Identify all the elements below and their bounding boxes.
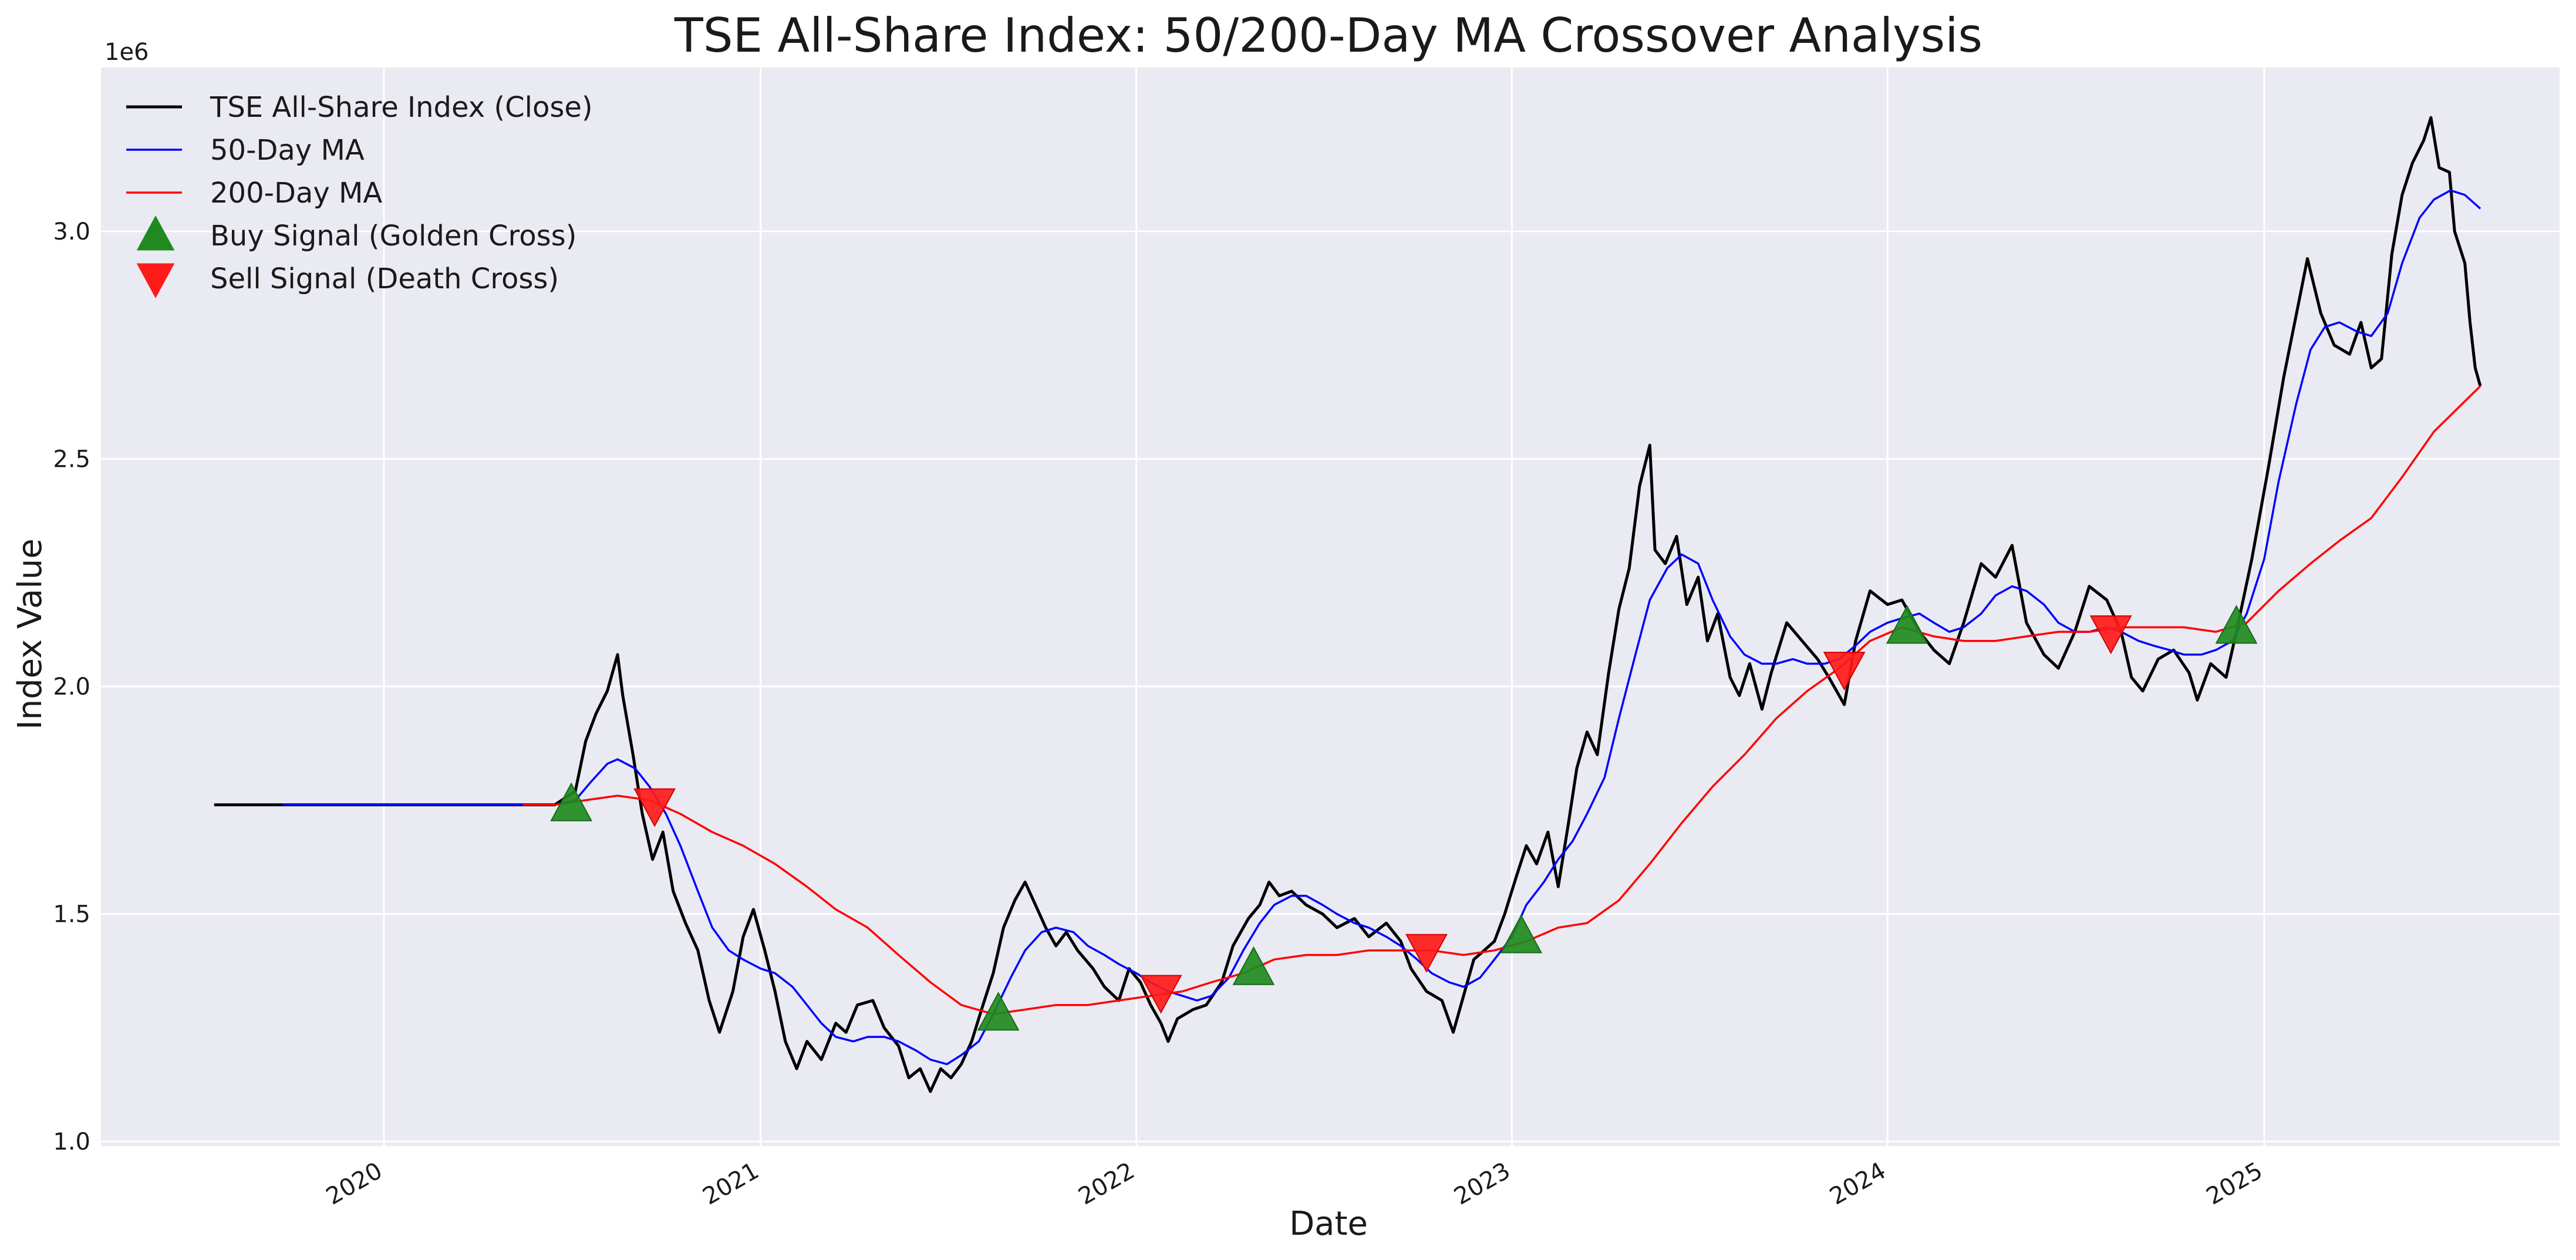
legend-label: Buy Signal (Golden Cross) <box>210 220 576 252</box>
sell-signal-marker <box>1405 934 1448 973</box>
ma200-line <box>522 385 2481 1015</box>
buy-signal-marker <box>1232 946 1275 985</box>
vertical-gridlines <box>383 68 2265 1146</box>
sell-signal-marker <box>1823 652 1866 691</box>
legend-swatch <box>136 263 175 298</box>
legend-label: Sell Signal (Death Cross) <box>210 262 559 295</box>
y-tick-label: 2.5 <box>53 446 90 473</box>
close-price-line <box>214 116 2482 1093</box>
y-offset-label: 1e6 <box>104 39 149 66</box>
legend: TSE All-Share Index (Close) 50-Day MA 200-… <box>126 91 593 298</box>
legend-swatch <box>136 215 175 251</box>
buy-signal-marker <box>550 782 592 821</box>
y-tick-label: 2.0 <box>53 673 90 700</box>
y-axis-label: Index Value <box>11 538 49 730</box>
x-tick-label: 2025 <box>2202 1157 2267 1211</box>
x-tick-label: 2022 <box>1074 1157 1139 1211</box>
signal-markers <box>550 605 2258 1031</box>
y-tick-label: 3.0 <box>53 218 90 245</box>
x-tick-labels: 2020 2021 2022 2023 2024 2025 <box>322 1157 2267 1211</box>
sell-signal-marker <box>633 788 676 827</box>
y-tick-label: 1.0 <box>53 1128 90 1155</box>
x-tick-label: 2023 <box>1449 1157 1515 1211</box>
y-tick-label: 1.5 <box>53 901 90 928</box>
legend-label: 50-Day MA <box>210 134 365 167</box>
x-tick-label: 2020 <box>322 1157 387 1211</box>
x-tick-label: 2021 <box>699 1157 764 1211</box>
buy-signal-marker <box>1886 605 1928 644</box>
buy-signal-marker <box>2215 605 2258 644</box>
chart-title: TSE All-Share Index: 50/200-Day MA Cross… <box>674 8 1982 63</box>
buy-signal-marker <box>1500 914 1543 954</box>
buy-signal-marker <box>977 992 1020 1031</box>
sell-signal-marker <box>2089 615 2132 655</box>
plot-area <box>101 68 2560 1146</box>
legend-label: 200-Day MA <box>210 177 382 210</box>
sell-signal-marker <box>1139 975 1182 1014</box>
y-tick-labels: 1.0 1.5 2.0 2.5 3.0 <box>53 218 90 1155</box>
legend-label: TSE All-Share Index (Close) <box>210 91 593 124</box>
x-tick-label: 2024 <box>1825 1157 1890 1211</box>
x-axis-label: Date <box>1289 1205 1368 1243</box>
horizontal-gridlines <box>101 230 2560 1143</box>
